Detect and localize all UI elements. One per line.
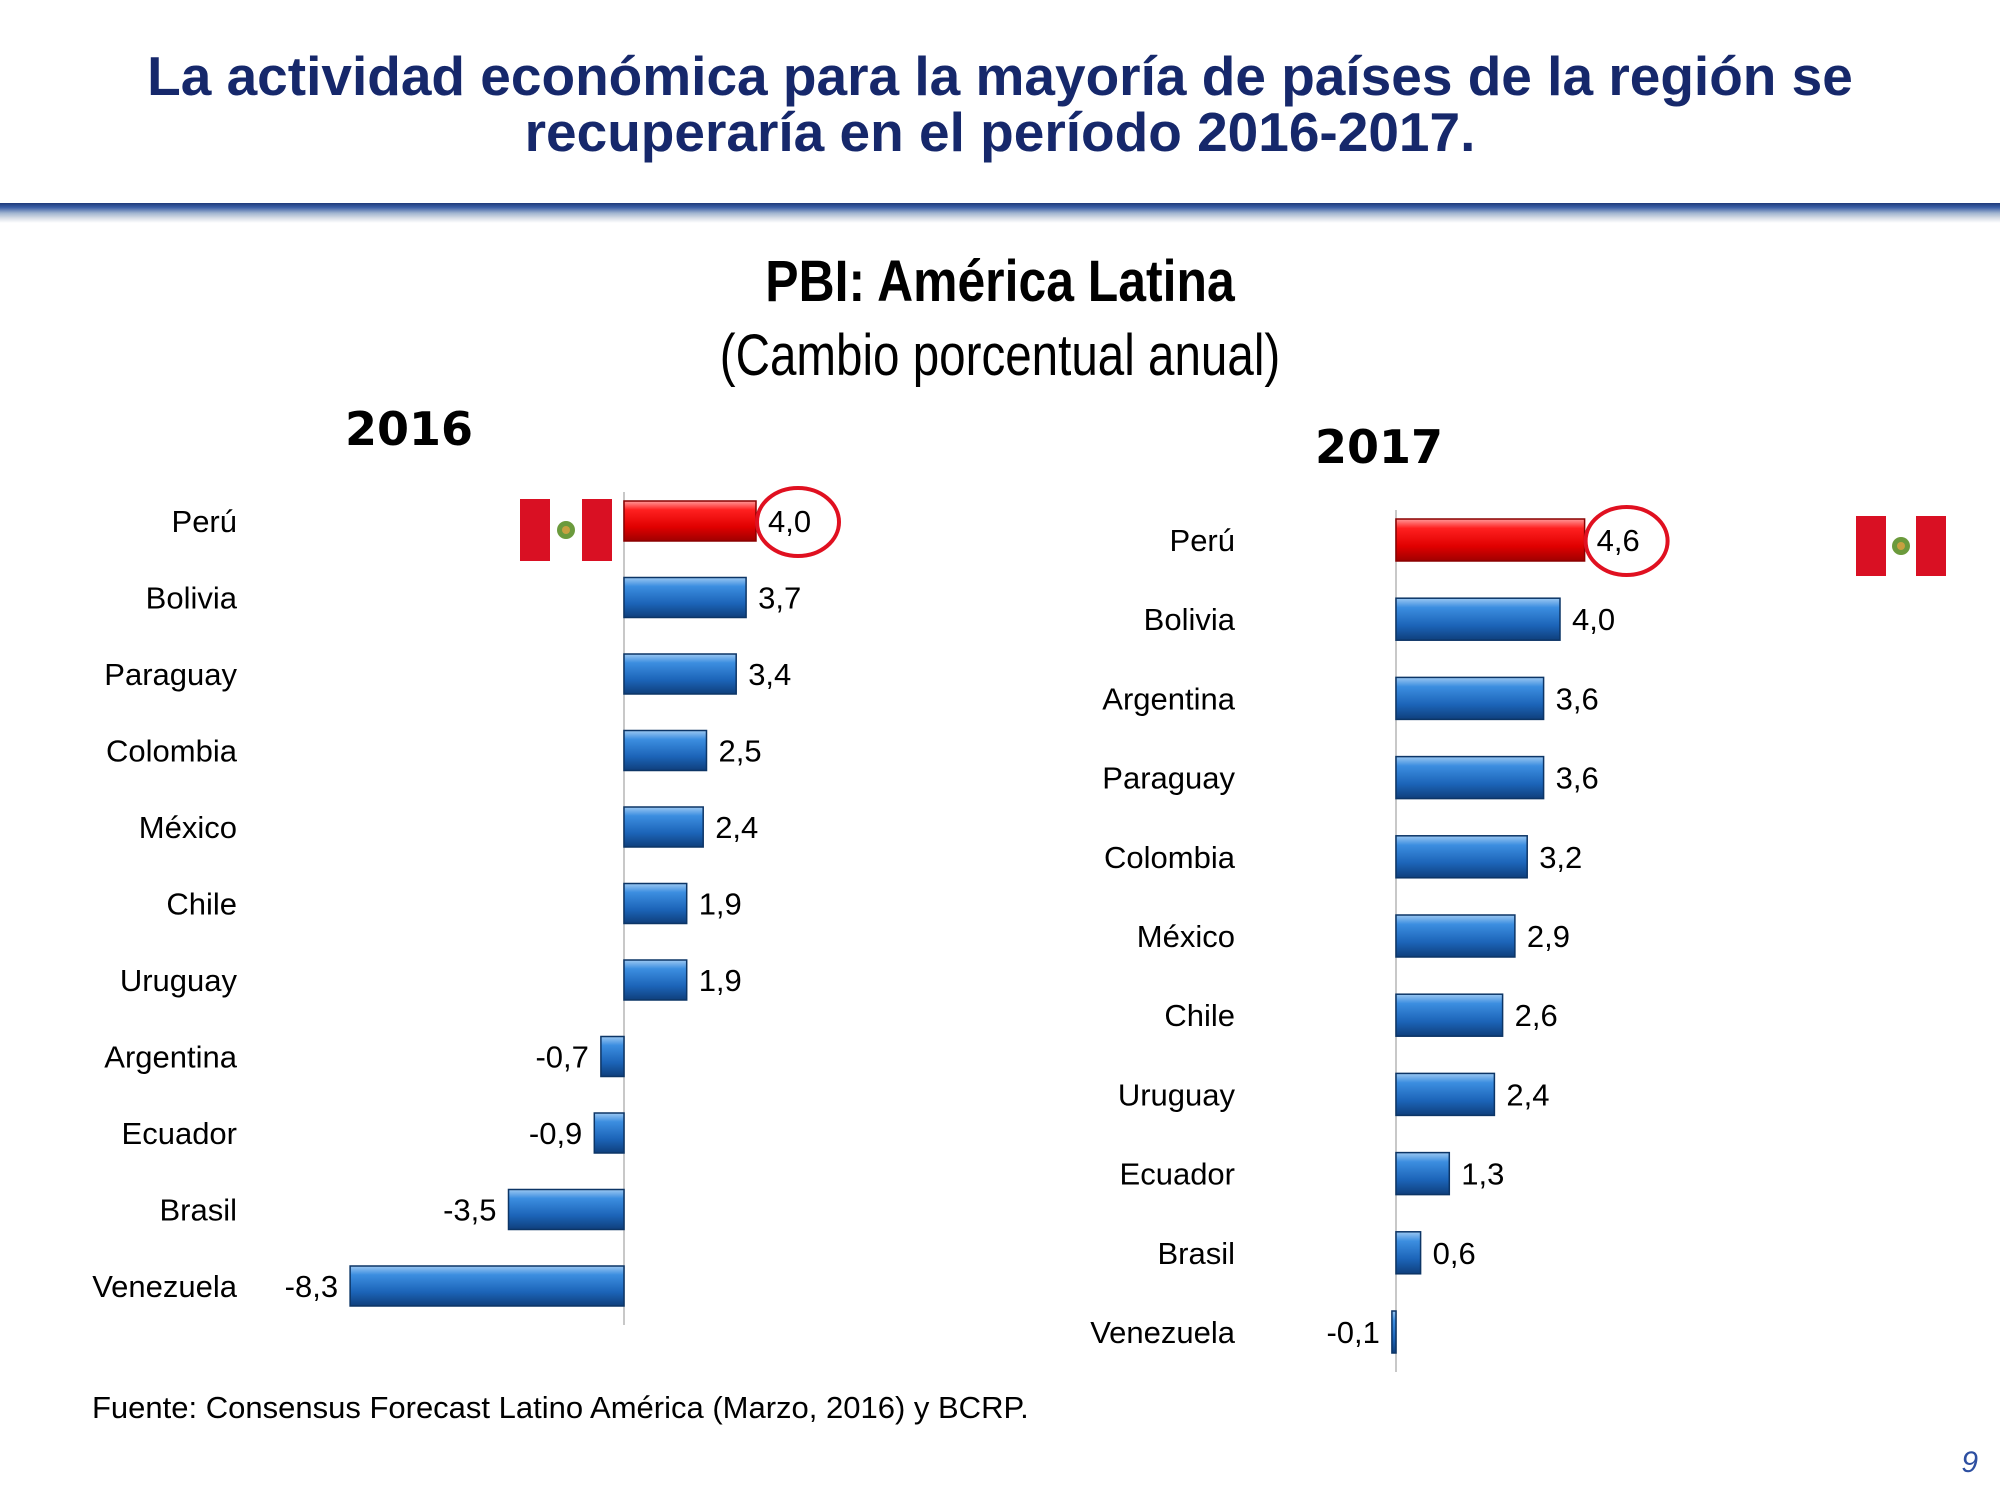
bar-2016-paraguay: [623, 653, 737, 695]
bar-2017-mexico: [1395, 914, 1516, 958]
value-label-2017-bolivia: 4,0: [1572, 602, 1615, 637]
bar-2016-uruguay: [623, 959, 688, 1001]
bar-2017-argentina: [1395, 676, 1545, 721]
category-label-2016-mexico: México: [139, 810, 237, 845]
value-label-2016-brasil: -3,5: [443, 1193, 496, 1228]
category-label-2016-peru: Perú: [172, 504, 237, 539]
value-label-2016-paraguay: 3,4: [748, 657, 791, 692]
category-label-2016-argentina: Argentina: [104, 1040, 237, 1075]
bar-2017-chile: [1395, 993, 1504, 1037]
value-label-2016-colombia: 2,5: [719, 734, 762, 769]
bar-2016-ecuador: [593, 1112, 625, 1154]
category-label-2016-chile: Chile: [166, 887, 237, 922]
category-label-2017-venezuela: Venezuela: [1090, 1315, 1236, 1350]
value-label-2017-chile: 2,6: [1515, 998, 1558, 1033]
slide-title: La actividad económica para la mayoría d…: [147, 45, 1853, 163]
value-label-2017-venezuela: -0,1: [1326, 1315, 1379, 1350]
category-label-2016-uruguay: Uruguay: [120, 963, 238, 998]
value-label-2016-bolivia: 3,7: [758, 581, 801, 616]
peru-flag-icon-2017: [1856, 516, 1946, 576]
category-label-2017-argentina: Argentina: [1102, 681, 1235, 716]
chart-2016: Perú 4,0 Bolivia 3,7 Paraguay 3,4 Colombia 2,5 M…: [92, 486, 841, 1325]
bar-2017-ecuador: [1395, 1151, 1451, 1196]
value-label-2017-uruguay: 2,4: [1506, 1077, 1549, 1112]
bar-2016-peru: [623, 500, 757, 542]
highlight-circle-2017: [1583, 505, 1670, 577]
bar-2016-brasil: [507, 1188, 625, 1231]
category-label-2017-ecuador: Ecuador: [1120, 1157, 1235, 1192]
value-label-2017-paraguay: 3,6: [1556, 761, 1599, 796]
bar-2017-brasil: [1395, 1231, 1422, 1275]
chart-2017: Perú 4,6 Bolivia 4,0 Argentina 3,6 Paraguay 3,6…: [1090, 505, 1670, 1372]
category-label-2016-brasil: Brasil: [159, 1193, 237, 1228]
value-label-2016-peru: 4,0: [768, 504, 811, 539]
value-label-2017-peru: 4,6: [1597, 523, 1640, 558]
value-label-2016-ecuador: -0,9: [529, 1116, 582, 1151]
value-label-2017-brasil: 0,6: [1433, 1236, 1476, 1271]
category-label-2016-colombia: Colombia: [106, 734, 238, 769]
value-label-2016-chile: 1,9: [699, 887, 742, 922]
value-label-2017-ecuador: 1,3: [1461, 1157, 1504, 1192]
peru-flag-icon-2016: [520, 499, 612, 561]
bar-2017-venezuela: [1391, 1310, 1397, 1354]
category-label-2017-brasil: Brasil: [1157, 1236, 1235, 1271]
value-label-2017-mexico: 2,9: [1527, 919, 1570, 954]
category-label-2017-chile: Chile: [1164, 998, 1235, 1033]
value-label-2016-venezuela: -8,3: [285, 1269, 338, 1304]
bar-2017-colombia: [1395, 835, 1528, 879]
bar-2016-argentina: [600, 1035, 625, 1078]
category-label-2016-ecuador: Ecuador: [122, 1116, 237, 1151]
category-label-2017-paraguay: Paraguay: [1102, 761, 1235, 796]
category-label-2017-bolivia: Bolivia: [1144, 602, 1236, 637]
panel-label-2016: 2016: [345, 402, 474, 456]
category-label-2017-peru: Perú: [1170, 523, 1235, 558]
chart-title: PBI: América Latina: [765, 249, 1235, 314]
bar-2016-colombia: [623, 729, 708, 772]
value-label-2017-colombia: 3,2: [1539, 840, 1582, 875]
category-label-2016-bolivia: Bolivia: [146, 581, 238, 616]
title-divider: [0, 203, 2000, 223]
bar-2017-bolivia: [1395, 597, 1561, 641]
category-label-2016-paraguay: Paraguay: [104, 657, 237, 692]
bar-2016-venezuela: [349, 1265, 625, 1307]
highlight-circle-2016: [755, 486, 841, 558]
value-label-2016-uruguay: 1,9: [699, 963, 742, 998]
value-label-2016-argentina: -0,7: [535, 1040, 588, 1075]
page-number: 9: [1961, 1446, 1978, 1479]
category-label-2017-mexico: México: [1137, 919, 1235, 954]
source-note: Fuente: Consensus Forecast Latino Améric…: [92, 1390, 1029, 1425]
category-label-2017-uruguay: Uruguay: [1118, 1077, 1236, 1112]
bar-2017-uruguay: [1395, 1072, 1496, 1117]
panel-label-2017: 2017: [1315, 420, 1444, 474]
bar-2016-chile: [623, 882, 688, 925]
bar-2016-mexico: [623, 806, 704, 848]
bar-2017-peru: [1395, 518, 1586, 562]
value-label-2016-mexico: 2,4: [715, 810, 758, 845]
category-label-2017-colombia: Colombia: [1104, 840, 1236, 875]
value-label-2017-argentina: 3,6: [1556, 681, 1599, 716]
category-label-2016-venezuela: Venezuela: [92, 1269, 238, 1304]
chart-subtitle: (Cambio porcentual anual): [719, 323, 1281, 388]
chart-title-block: PBI: América Latina (Cambio porcentual a…: [0, 248, 2000, 396]
bar-2017-paraguay: [1395, 755, 1545, 800]
bar-2016-bolivia: [623, 576, 747, 619]
